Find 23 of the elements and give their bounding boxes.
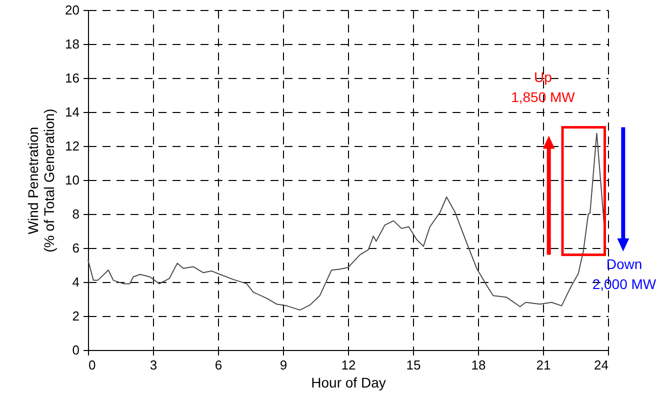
y-tick-label: 6 bbox=[72, 240, 80, 256]
x-tick-label: 6 bbox=[214, 358, 222, 372]
x-tick-label: 18 bbox=[471, 358, 486, 372]
y-tick-label: 10 bbox=[65, 172, 80, 188]
x-axis-title: Hour of Day bbox=[311, 374, 386, 390]
y-tick-label: 2 bbox=[72, 308, 80, 324]
y-tick-label: 0 bbox=[72, 342, 80, 358]
y-tick-label: 18 bbox=[65, 36, 80, 52]
y-tick-label: 20 bbox=[65, 2, 80, 18]
x-tick-label: 12 bbox=[341, 358, 356, 372]
annotation: Down 2,000 MW bbox=[592, 256, 657, 292]
x-tick-label: 9 bbox=[280, 358, 288, 372]
x-tick-label: 24 bbox=[594, 358, 608, 372]
y-tick-label: 8 bbox=[72, 206, 80, 222]
y-tick-label: 14 bbox=[65, 104, 80, 120]
y-axis-title: Wind Penetration (% of Total Generation) bbox=[25, 108, 58, 252]
y-tick-label: 12 bbox=[65, 138, 80, 154]
x-tick-label: 0 bbox=[88, 358, 96, 372]
y-tick-label: 16 bbox=[65, 70, 80, 86]
x-tick-label: 3 bbox=[150, 358, 158, 372]
x-tick-label: 21 bbox=[536, 358, 551, 372]
x-tick-label: 15 bbox=[406, 358, 421, 372]
y-tick-label: 4 bbox=[72, 274, 80, 290]
